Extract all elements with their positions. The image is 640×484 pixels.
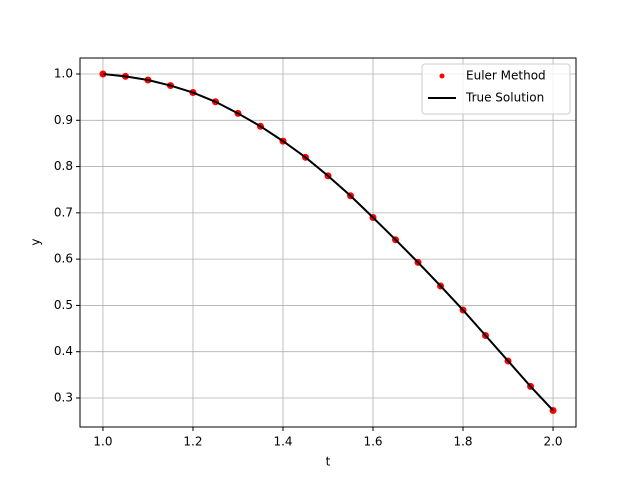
x-tick-label: 1.0: [93, 435, 112, 449]
y-tick-label: 0.7: [54, 205, 73, 219]
x-tick-label: 1.2: [183, 435, 202, 449]
x-tick-label: 1.8: [453, 435, 472, 449]
x-tick-label: 2.0: [543, 435, 562, 449]
x-tick-label: 1.4: [273, 435, 292, 449]
axes-frame: [79, 57, 577, 428]
y-tick-label: 0.9: [54, 113, 73, 127]
x-tick-label: 1.6: [363, 435, 382, 449]
y-tick-label: 0.6: [54, 252, 73, 266]
y-tick-label: 0.8: [54, 159, 73, 173]
y-axis-label: y: [29, 238, 43, 245]
legend-label: True Solution: [465, 91, 544, 105]
y-tick-label: 1.0: [54, 67, 73, 81]
legend-label: Euler Method: [466, 69, 546, 83]
plot: [99, 70, 557, 414]
legend-marker: [439, 73, 445, 79]
x-axis-label: t: [326, 455, 331, 469]
legend-box: [421, 63, 571, 115]
y-tick-label: 0.5: [54, 298, 73, 312]
y-tick-label: 0.4: [54, 344, 73, 358]
y-tick-label: 0.3: [54, 390, 73, 404]
series-line: [102, 73, 554, 412]
grid: [80, 58, 576, 427]
legend: Euler Method True Solution: [421, 63, 571, 115]
